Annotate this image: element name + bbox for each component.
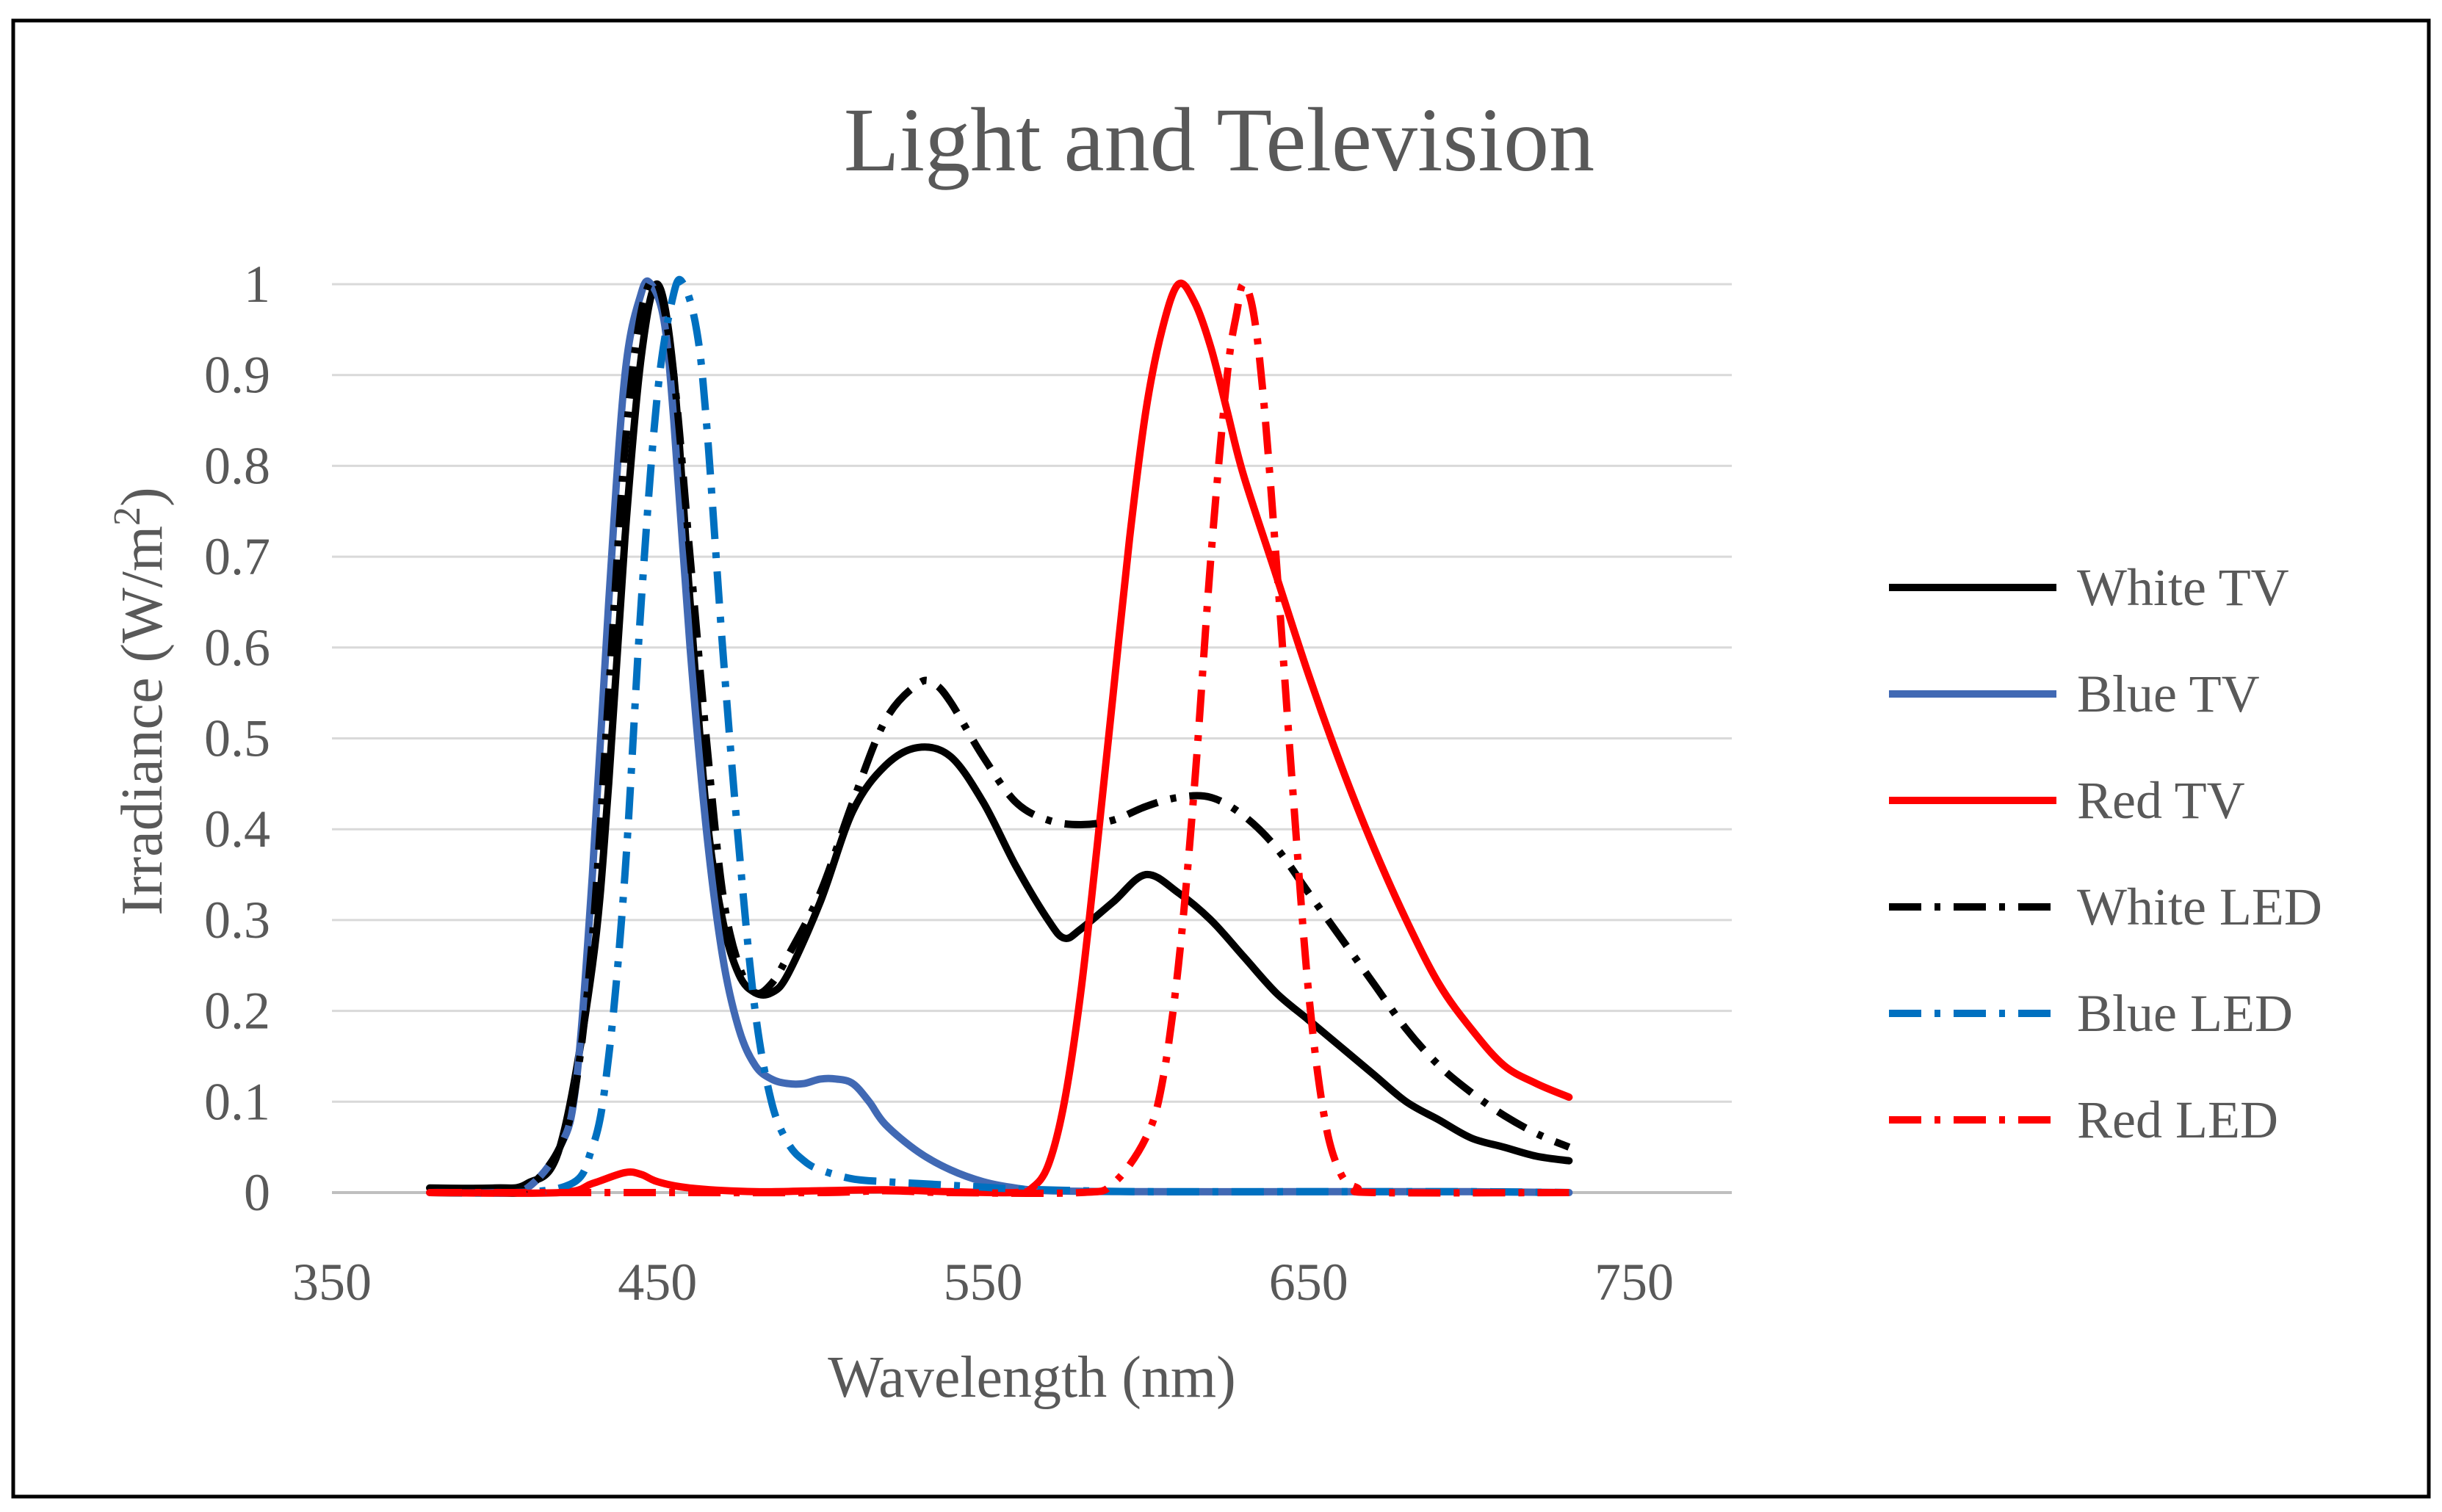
y-tick-label: 0.5: [204, 709, 270, 768]
y-tick-label: 0.9: [204, 346, 270, 405]
series-layer: [426, 275, 1573, 1198]
x-axis-title: Wavelength (nm): [828, 1345, 1236, 1410]
series-line-white-led: [429, 276, 1571, 1197]
legend-label-white-tv: White TV: [2077, 558, 2289, 617]
legend-label-red-led: Red LED: [2077, 1090, 2278, 1149]
x-tick-label: 450: [618, 1253, 697, 1312]
y-tick-label: 0.3: [204, 891, 270, 949]
y-axis-title: Irradiance (W/m2): [106, 487, 175, 915]
legend-label-red-tv: Red TV: [2077, 771, 2245, 830]
y-tick-label: 0.6: [204, 618, 270, 677]
legend-label-blue-tv: Blue TV: [2077, 665, 2260, 723]
y-tick-label: 0.4: [204, 800, 270, 858]
x-tick-label: 650: [1269, 1253, 1348, 1312]
legend: White TV Blue TV Red TV White LED Blue LED Re…: [1889, 558, 2322, 1149]
y-axis-title-superscript: 2: [106, 507, 148, 526]
x-tick-label: 550: [944, 1253, 1023, 1312]
x-tick-labels: 350 450 550 650 750: [292, 1253, 1674, 1312]
y-tick-labels: 0 0.1 0.2 0.3 0.4 0.5 0.6 0.7 0.8 0.9 1: [204, 255, 270, 1222]
y-tick-label: 0: [244, 1163, 270, 1222]
y-tick-label: 0.1: [204, 1072, 270, 1131]
series-line-red-led: [430, 281, 1569, 1198]
y-tick-label: 0.7: [204, 527, 270, 586]
grid-layer: [332, 283, 1732, 1194]
x-tick-label: 750: [1594, 1253, 1674, 1312]
series-line-blue-tv: [426, 277, 1573, 1197]
y-tick-label: 0.8: [204, 436, 270, 495]
chart-frame: [11, 18, 2431, 1499]
legend-label-blue-led: Blue LED: [2077, 984, 2293, 1043]
x-tick-label: 350: [292, 1253, 372, 1312]
y-tick-label: 0.2: [204, 982, 270, 1041]
y-axis-title-main: Irradiance (W/m: [110, 526, 175, 916]
y-tick-label: 1: [244, 255, 270, 314]
legend-label-white-led: White LED: [2077, 878, 2322, 936]
chart-title: Light and Television: [844, 90, 1594, 190]
y-axis-title-end: ): [110, 487, 175, 507]
